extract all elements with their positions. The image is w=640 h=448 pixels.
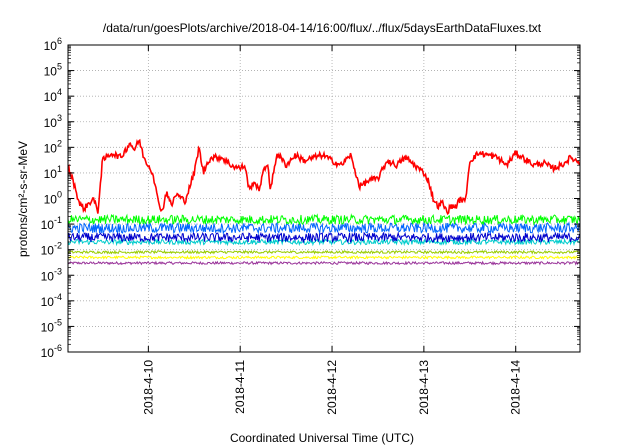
y-tick-label: 10-1 [41,215,62,232]
plot-series [68,138,580,266]
series-line [68,221,580,235]
y-tick-label: 10-6 [41,343,62,360]
series-line [68,213,580,226]
y-tick-label: 102 [44,138,62,155]
series-line [68,254,580,261]
y-tick-label: 10-5 [41,317,62,334]
x-axis: 2018-4-10 2018-4-11 2018-4-12 2018-4-13 2018… [141,45,523,415]
y-tick-label: 10-2 [41,241,62,258]
y-tick-label: 103 [44,113,62,130]
y-tick-label: 10-3 [41,266,62,283]
series-line [68,249,580,255]
series-line [68,231,580,244]
y-tick-label: 106 [44,36,62,53]
y-axis: 10-6 10-5 10-4 10-3 10-2 10-1 100 101 102 103 104 1… [41,36,580,360]
series-line [68,260,580,266]
y-tick-label: 10-4 [41,292,62,309]
y-tick-label: 100 [44,190,62,207]
x-tick-label: 2018-4-14 [509,360,523,415]
chart-title: /data/run/goesPlots/archive/2018-04-14/1… [103,21,542,35]
y-tick-label: 101 [44,164,62,181]
series-line [68,138,580,216]
x-tick-label: 2018-4-13 [417,360,431,415]
x-tick-label: 2018-4-10 [141,360,155,415]
grid-lines [68,45,580,352]
x-tick-label: 2018-4-11 [233,360,247,414]
x-axis-label: Coordinated Universal Time (UTC) [230,431,414,445]
y-tick-label: 104 [44,87,62,104]
y-tick-label: 105 [44,62,62,79]
y-axis-label: protons/cm²-s-sr-MeV [16,141,30,257]
x-tick-label: 2018-4-12 [325,360,339,415]
